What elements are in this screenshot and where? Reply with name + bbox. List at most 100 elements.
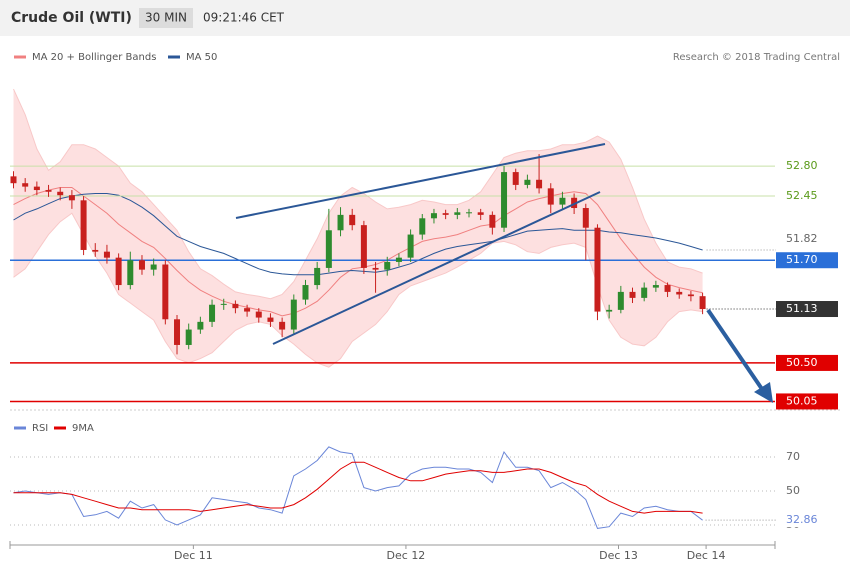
candle-body <box>641 287 648 298</box>
candle-body <box>127 260 134 286</box>
level-label: 52.45 <box>786 189 818 202</box>
candle-body <box>571 197 578 209</box>
level-label: 51.70 <box>786 253 818 266</box>
legend-label: MA 20 + Bollinger Bands <box>32 52 156 63</box>
candle-body <box>115 257 122 286</box>
candle-body <box>536 179 543 189</box>
candle-body <box>384 261 391 270</box>
arrow <box>706 308 766 394</box>
price-value: 51.13 <box>786 302 818 315</box>
interval-box <box>139 8 193 28</box>
candle-body <box>582 208 589 228</box>
level-label: 52.80 <box>786 159 818 172</box>
candle-body <box>629 291 636 298</box>
arrow-head <box>754 382 773 403</box>
candle-body <box>197 321 204 330</box>
source: Research © 2018 Trading Central <box>673 52 840 63</box>
x-tick-label: Dec 12 <box>387 549 426 562</box>
candle-body <box>395 257 402 262</box>
candle-body <box>512 172 519 185</box>
candle-body <box>314 267 321 286</box>
candle-body <box>466 212 472 214</box>
candle-body <box>430 213 437 219</box>
candle-body <box>232 303 239 309</box>
candle-body <box>302 285 309 300</box>
candle-body <box>477 212 484 215</box>
candle-body <box>57 191 64 196</box>
price-box <box>776 301 838 318</box>
title: Crude Oil (WTI) <box>11 10 132 26</box>
candle-body <box>407 234 414 258</box>
candle-body <box>606 309 613 312</box>
candle-body <box>372 267 379 270</box>
candle-body <box>45 190 52 192</box>
candle-body <box>360 225 367 268</box>
band-upper <box>13 88 703 300</box>
candle-body <box>244 308 251 312</box>
candle-body <box>68 195 75 201</box>
candle-body <box>22 183 29 187</box>
level-box <box>776 252 838 269</box>
ma50-line <box>13 193 703 276</box>
candle-body <box>185 329 192 345</box>
candle-body <box>652 285 659 288</box>
candle-body <box>337 214 344 231</box>
level-box <box>776 354 838 371</box>
candle-body <box>699 296 706 310</box>
candle-body <box>279 321 286 330</box>
candle-body <box>33 186 40 191</box>
candle-body <box>92 249 99 252</box>
candle-body <box>524 179 531 185</box>
candle-body <box>617 291 624 310</box>
trend-line <box>272 191 601 345</box>
candle-body <box>676 291 683 295</box>
legend-label: MA 50 <box>186 52 217 63</box>
candle-body <box>501 172 508 228</box>
candle-body <box>174 319 181 345</box>
candle-body <box>150 264 157 270</box>
candle-body <box>220 303 227 305</box>
ma20-line <box>13 187 703 317</box>
candle-body <box>664 285 671 292</box>
interval: 30 MIN <box>145 11 187 25</box>
x-tick-label: Dec 13 <box>599 549 638 562</box>
candle-body <box>209 304 216 322</box>
candle-body <box>349 214 356 226</box>
rsi-value: 32.86 <box>786 513 818 526</box>
level-box <box>776 393 838 410</box>
legend-label: RSI <box>32 423 48 434</box>
y-tick-label: 70 <box>786 450 800 463</box>
candle-body <box>454 212 461 215</box>
candle-body <box>267 317 274 322</box>
y-tick-label: 50 <box>786 484 800 497</box>
candle-body <box>255 311 262 318</box>
band-lower <box>13 212 703 368</box>
legend-label: 9MA <box>72 423 94 434</box>
level-label: 50.50 <box>786 356 818 369</box>
series-line <box>13 446 703 529</box>
candle-body <box>10 176 17 184</box>
candle-body <box>162 264 169 320</box>
candle-body <box>419 218 426 235</box>
candle-body <box>687 294 694 297</box>
candle-body <box>138 260 145 270</box>
candle-body <box>103 251 110 258</box>
x-tick-label: Dec 14 <box>687 549 726 562</box>
series-line <box>13 461 703 514</box>
candle-body <box>80 200 87 250</box>
level-label: 50.05 <box>786 394 818 407</box>
time: 09:21:46 CET <box>203 11 285 25</box>
candle-body <box>290 299 297 330</box>
candle-body <box>594 227 601 312</box>
candle-body <box>325 230 332 268</box>
candle-body <box>559 197 566 205</box>
trend-line <box>235 143 606 219</box>
candle-body <box>442 213 449 215</box>
ma50-value: 51.82 <box>786 232 818 245</box>
price-panel: MA 20 + Bollinger Bands MA 50 Research © 2… <box>10 52 840 410</box>
candle-body <box>547 188 554 205</box>
x-tick-label: Dec 11 <box>174 549 213 562</box>
rsi-value-bg <box>778 513 822 528</box>
